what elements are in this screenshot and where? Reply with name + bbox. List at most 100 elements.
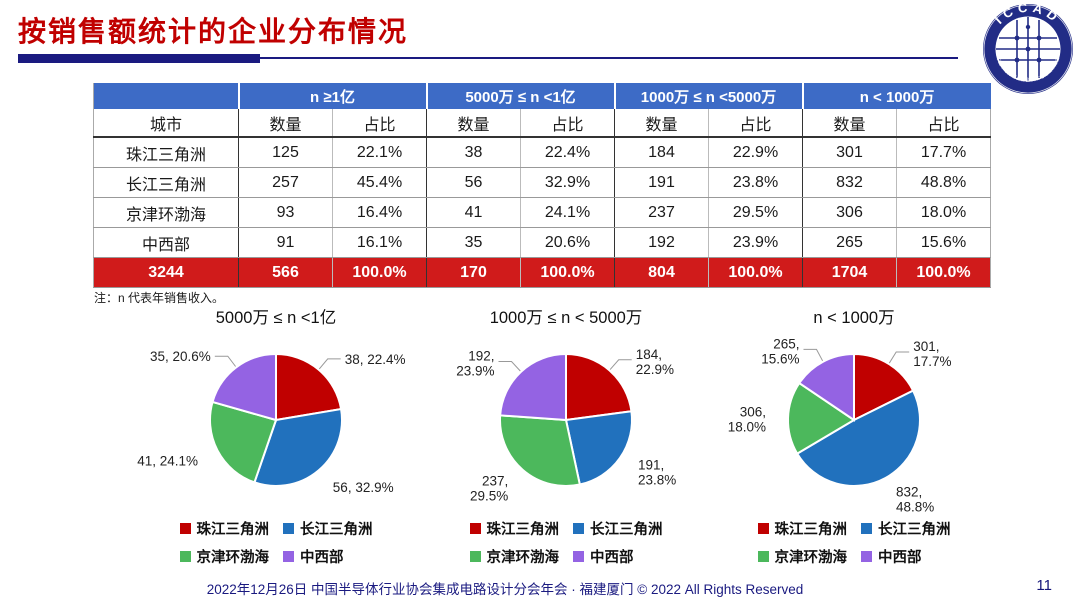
pie-leader-line (498, 361, 521, 372)
legend-label: 长江三角洲 (300, 522, 373, 538)
table-row: 京津环渤海 93 16.4% 41 24.1% 237 29.5% 306 18.0% (93, 197, 992, 228)
legend-item: 长江三角洲 (573, 518, 663, 539)
chart-legend: 珠江三角洲 长江三角洲 京津环渤海 中西部 (416, 518, 716, 567)
table-cell: 35 (426, 227, 521, 258)
page-number: 11 (1036, 577, 1052, 594)
legend-label: 京津环渤海 (486, 550, 560, 566)
pie-label: 265, 15.6% (761, 336, 799, 366)
legend-swatch (179, 551, 191, 562)
legend-swatch (469, 523, 481, 534)
table-cell: 16.4% (332, 197, 427, 228)
legend-item: 珠江三角洲 (469, 518, 559, 539)
pie-svg: 184, 22.9% 191, 23.8% 237, 29.5% 192, 23.9% (456, 347, 676, 504)
iccad-logo: ICCAD 中国半导体行业协会集成电路设计分会 (983, 3, 1073, 94)
table-note: 注：n 代表年销售收入。 (94, 291, 225, 305)
pie-label: 301, 17.7% (913, 339, 951, 369)
legend-swatch (757, 523, 769, 534)
legend-label: 长江三角洲 (878, 522, 951, 538)
table-group-header: 5000万 ≤ n <1亿 (425, 83, 615, 109)
table-corner-cell (93, 83, 239, 109)
table-total-row: 3244 566 100.0% 170 100.0% 804 100.0% 1704 100.0… (93, 257, 992, 288)
pie-chart-title: n < 1000万 (813, 309, 895, 327)
pie-chart-2: n < 1000万 301, 17.7% 832, 48.8% 306, 18.0% 265,… (704, 304, 1004, 567)
table-cell: 22.9% (708, 137, 803, 168)
legend-label: 中西部 (590, 550, 634, 566)
legend-item: 中西部 (573, 546, 663, 567)
table-cell: 23.9% (708, 227, 803, 258)
table-cell: 23.8% (708, 167, 803, 198)
table-total-cell: 804 (614, 257, 709, 288)
page-title: 按销售额统计的企业分布情况 (18, 16, 409, 47)
pie-slice-2 (787, 381, 856, 456)
pie-slice-1 (795, 389, 921, 487)
table-total-cell: 170 (426, 257, 521, 288)
legend-item: 珠江三角洲 (757, 518, 847, 539)
pie-svg: 38, 22.4% 56, 32.9% 41, 24.1% 35, 20.6% (137, 349, 406, 495)
table-cell: 32.9% (520, 167, 615, 198)
table-cell: 18.0% (895, 197, 992, 228)
table-subheader-cell: 占比 (708, 109, 803, 138)
legend-label: 珠江三角洲 (196, 522, 270, 538)
table-total-cell: 1704 (802, 257, 897, 288)
pie-leader-line (888, 351, 910, 364)
table-cell: 22.4% (520, 137, 615, 168)
table-header-group-row: n ≥1亿 5000万 ≤ n <1亿 1000万 ≤ n <5000万 n < 10… (93, 83, 991, 109)
pie-svg: 301, 17.7% 832, 48.8% 306, 18.0% 265, 15.6% (728, 336, 952, 514)
table-total-city-cell: 3244 (93, 257, 239, 288)
legend-item: 珠江三角洲 (179, 518, 270, 539)
table-cell: 29.5% (708, 197, 803, 228)
legend-item: 长江三角洲 (283, 518, 373, 539)
table-cell: 56 (426, 167, 521, 198)
pie-chart-title: 1000万 ≤ n < 5000万 (489, 309, 643, 327)
legend-swatch (861, 551, 872, 562)
table-cell: 184 (614, 137, 709, 168)
table-city-cell: 京津环渤海 (93, 197, 239, 228)
table-city-cell: 珠江三角洲 (93, 137, 239, 168)
pie-slice-1 (564, 410, 633, 486)
table-cell: 257 (238, 167, 333, 198)
table-cell: 91 (238, 227, 333, 258)
legend-item: 中西部 (283, 546, 373, 567)
pie-slice-0 (853, 352, 915, 422)
table-total-cell: 100.0% (708, 257, 803, 288)
table-subheader-cell: 数量 (614, 109, 709, 138)
table-total-cell: 100.0% (332, 257, 427, 288)
legend-label: 京津环渤海 (196, 550, 270, 566)
table-cell: 16.1% (332, 227, 427, 258)
table-cell: 17.7% (895, 137, 992, 168)
sales-distribution-table: n ≥1亿 5000万 ≤ n <1亿 1000万 ≤ n <5000万 n < 10… (93, 83, 992, 288)
table-cell: 38 (426, 137, 521, 168)
pie-slice-3 (797, 352, 855, 422)
chart-legend: 珠江三角洲 长江三角洲京津环渤海 中西部 (126, 518, 426, 567)
table-cell: 832 (802, 167, 897, 198)
pie-label: 192, 23.9% (456, 349, 494, 379)
table-subheader-cell: 数量 (426, 109, 521, 138)
legend-swatch (861, 523, 872, 534)
legend-swatch (573, 523, 584, 534)
table-cell: 48.8% (895, 167, 992, 198)
table-subheader-cell: 占比 (895, 109, 992, 138)
table-cell: 301 (802, 137, 897, 168)
legend-swatch (573, 551, 584, 562)
pie-slice-0 (565, 352, 633, 422)
logo-grid-dots (1014, 24, 1042, 63)
table-cell: 192 (614, 227, 709, 258)
legend-item: 京津环渤海 (179, 546, 270, 567)
table-cell: 93 (238, 197, 333, 228)
table-cell: 41 (426, 197, 521, 228)
pie-leader-line (214, 355, 236, 367)
pie-label: 191, 23.8% (638, 458, 676, 488)
legend-swatch (757, 551, 769, 562)
table-city-header: 城市 (93, 109, 239, 138)
table-cell: 15.6% (895, 227, 992, 258)
logo-outline (983, 4, 1073, 94)
pie-label: 38, 22.4% (345, 352, 406, 367)
table-subheader-row: 城市 数量 占比 数量 占比 数量 占比 数量 占比 (93, 109, 992, 138)
table-subheader-cell: 占比 (332, 109, 427, 138)
legend-item: 长江三角洲 (861, 518, 951, 539)
pie-slice-3 (211, 352, 277, 422)
pie-leader-line (318, 358, 341, 370)
table-row: 中西部 91 16.1% 35 20.6% 192 23.9% 265 15.6% (93, 227, 992, 258)
table-subheader-cell: 数量 (802, 109, 897, 138)
pie-chart-title: 5000万 ≤ n <1亿 (215, 309, 337, 327)
